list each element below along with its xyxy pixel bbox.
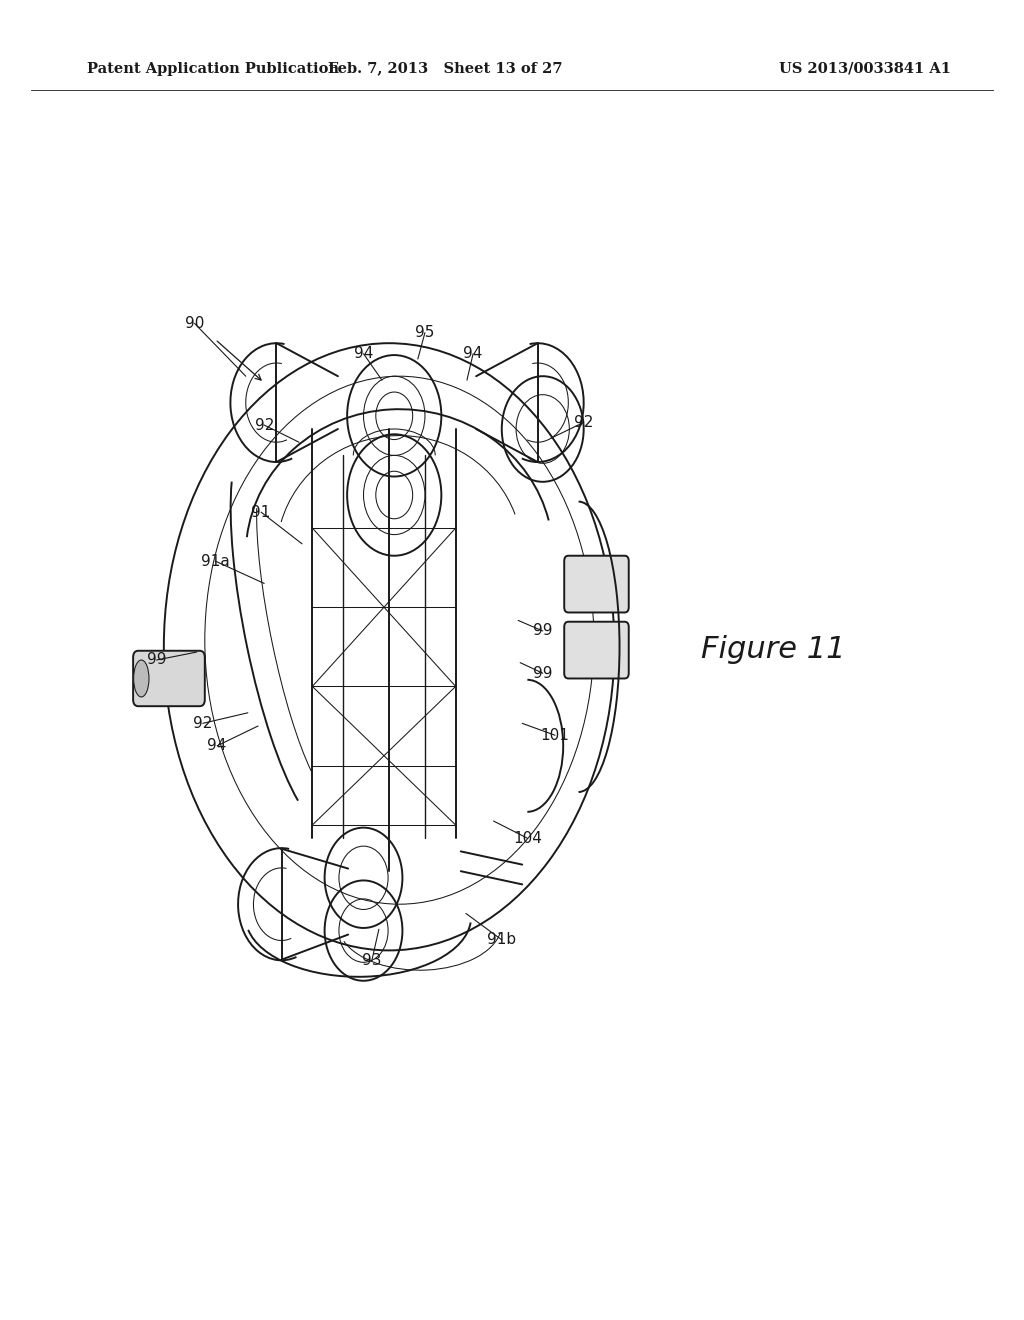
Text: Figure 11: Figure 11: [700, 635, 846, 664]
Text: 99: 99: [532, 623, 553, 639]
FancyBboxPatch shape: [133, 651, 205, 706]
Text: 94: 94: [208, 738, 226, 754]
Text: 90: 90: [185, 315, 204, 331]
Text: 91: 91: [252, 504, 270, 520]
FancyArrowPatch shape: [217, 341, 261, 380]
Text: 92: 92: [194, 715, 212, 731]
Text: 94: 94: [354, 346, 373, 362]
Text: 93: 93: [361, 953, 382, 969]
Ellipse shape: [133, 660, 150, 697]
Text: 91b: 91b: [487, 932, 516, 948]
Text: 99: 99: [146, 652, 167, 668]
Text: Patent Application Publication: Patent Application Publication: [87, 62, 339, 75]
FancyBboxPatch shape: [564, 622, 629, 678]
Text: 91a: 91a: [201, 553, 229, 569]
Text: 92: 92: [255, 417, 273, 433]
Text: 101: 101: [541, 727, 569, 743]
Text: 104: 104: [513, 830, 542, 846]
Text: 99: 99: [532, 665, 553, 681]
Text: Feb. 7, 2013   Sheet 13 of 27: Feb. 7, 2013 Sheet 13 of 27: [328, 62, 563, 75]
Text: US 2013/0033841 A1: US 2013/0033841 A1: [779, 62, 951, 75]
FancyBboxPatch shape: [564, 556, 629, 612]
Text: 92: 92: [574, 414, 593, 430]
Text: 95: 95: [416, 325, 434, 341]
Text: 94: 94: [464, 346, 482, 362]
